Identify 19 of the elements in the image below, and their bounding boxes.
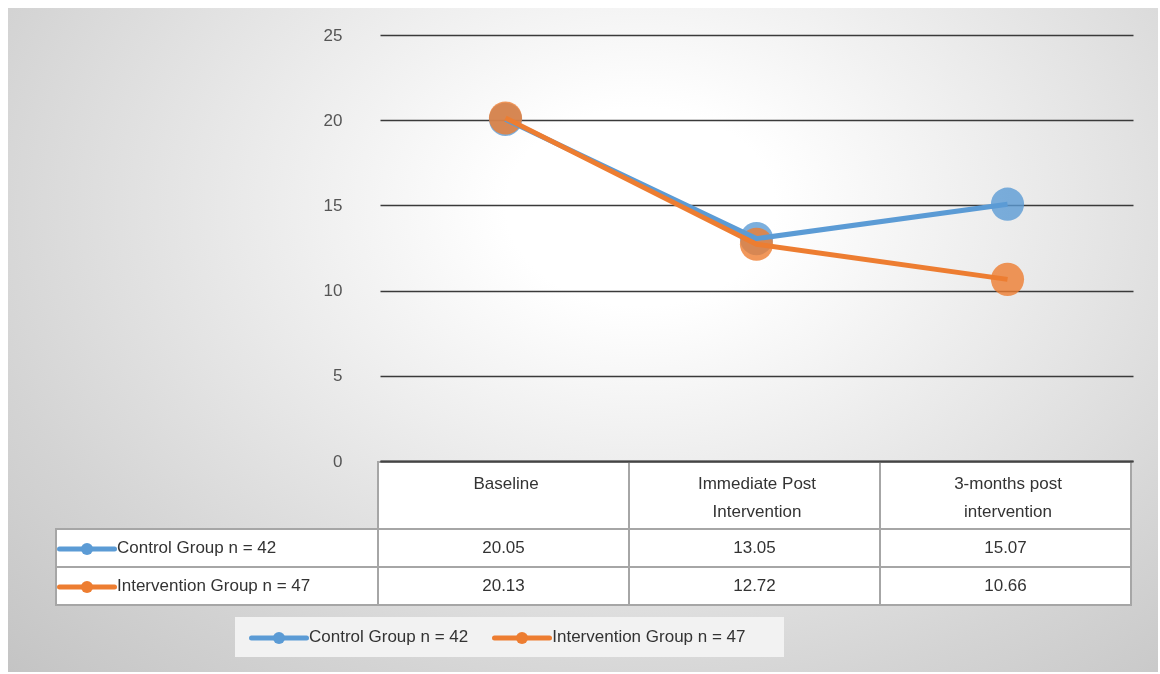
- data-label: 20.13: [378, 567, 629, 605]
- y-tick-label: 0: [333, 451, 343, 471]
- x-tick-label: Baseline: [473, 473, 539, 493]
- text: Control Group n = 42: [309, 627, 469, 646]
- y-tick-label: 25: [323, 25, 343, 45]
- data-label: 15.07: [880, 529, 1131, 567]
- data-label: 20.05: [378, 529, 629, 567]
- y-tick-label: 20: [323, 110, 343, 130]
- data-label: 10.66: [880, 567, 1131, 605]
- x-tick-label: 3-months post intervention: [954, 473, 1063, 521]
- x-tick-label: Immediate Post Intervention: [697, 473, 817, 521]
- text: Intervention Group n = 47: [117, 576, 311, 595]
- legend-label: Control Group n = 42: [56, 529, 378, 567]
- y-tick-label: 10: [323, 281, 343, 301]
- data-label: 12.72: [629, 567, 880, 605]
- legend-label: Intervention Group n = 47: [551, 627, 746, 646]
- y-tick-label: 15: [323, 195, 343, 215]
- data-label: 13.05: [629, 529, 880, 567]
- y-tick-label: 5: [333, 366, 343, 386]
